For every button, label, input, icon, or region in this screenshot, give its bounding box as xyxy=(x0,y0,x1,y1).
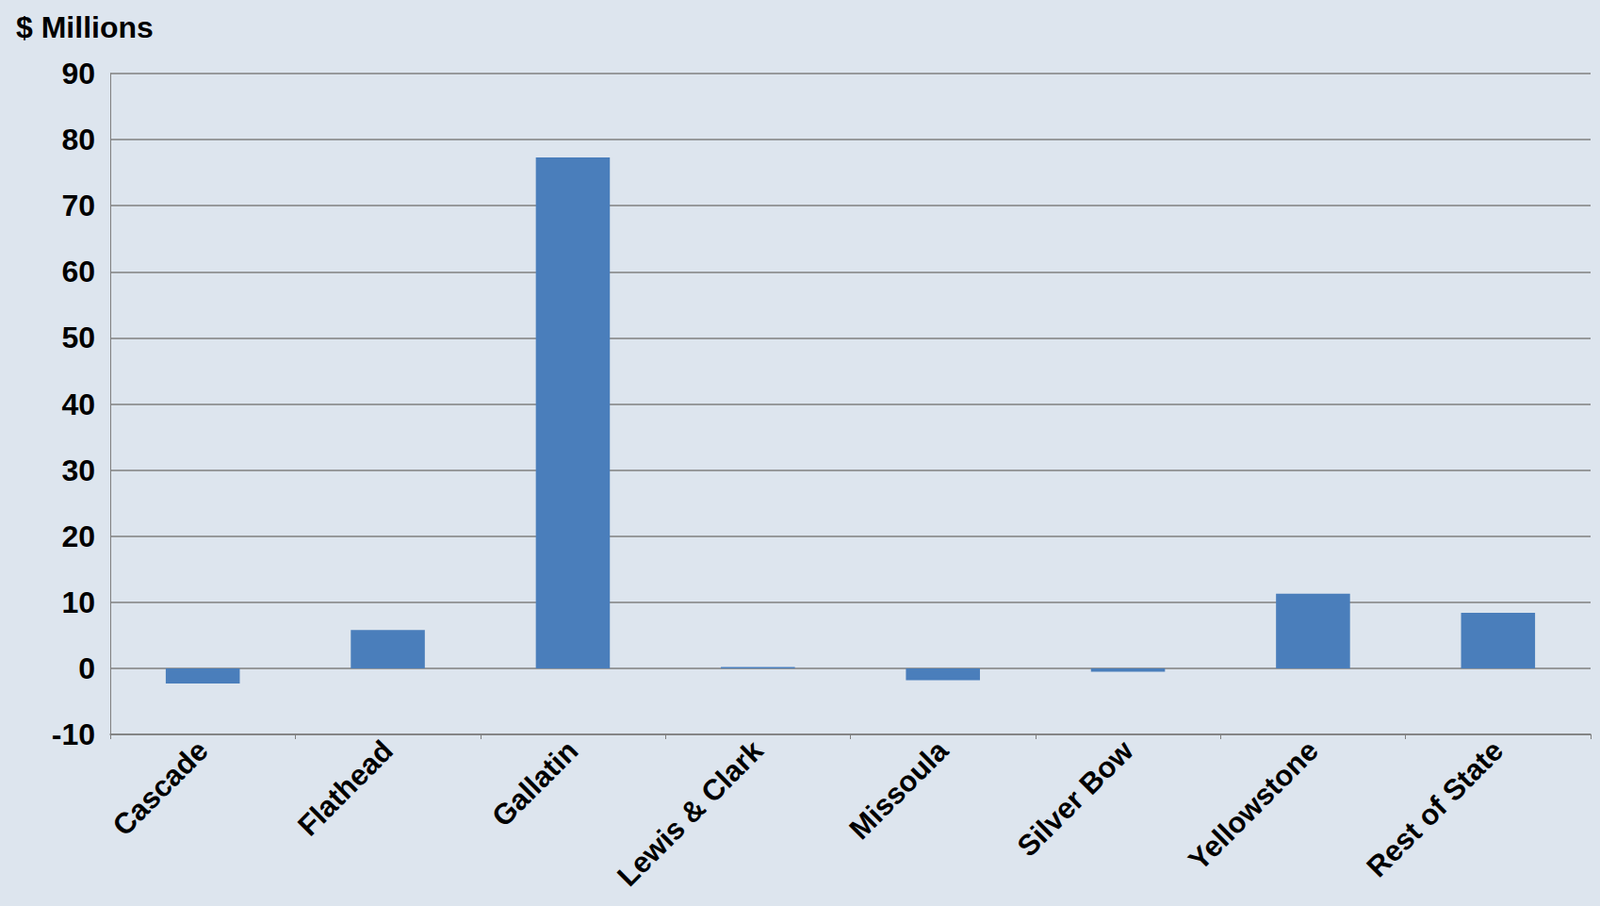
svg-text:$ Millions: $ Millions xyxy=(16,10,154,45)
svg-text:0: 0 xyxy=(78,651,96,686)
svg-text:Silver Bow: Silver Bow xyxy=(1011,733,1141,863)
svg-text:Yellowstone: Yellowstone xyxy=(1181,734,1324,877)
svg-text:70: 70 xyxy=(61,188,96,223)
svg-text:Lewis & Clark: Lewis & Clark xyxy=(610,733,770,893)
svg-text:30: 30 xyxy=(61,453,96,488)
svg-text:50: 50 xyxy=(61,320,96,355)
svg-text:80: 80 xyxy=(61,122,96,157)
svg-text:Gallatin: Gallatin xyxy=(485,734,585,833)
svg-text:60: 60 xyxy=(61,254,96,289)
svg-text:20: 20 xyxy=(61,519,96,554)
svg-text:40: 40 xyxy=(61,387,96,422)
svg-text:Flathead: Flathead xyxy=(291,734,400,843)
svg-text:Cascade: Cascade xyxy=(106,734,215,843)
svg-text:-10: -10 xyxy=(51,717,96,752)
svg-text:Rest of State: Rest of State xyxy=(1360,734,1511,884)
svg-text:10: 10 xyxy=(61,585,96,620)
svg-text:90: 90 xyxy=(61,56,96,91)
svg-text:Missoula: Missoula xyxy=(843,733,956,846)
